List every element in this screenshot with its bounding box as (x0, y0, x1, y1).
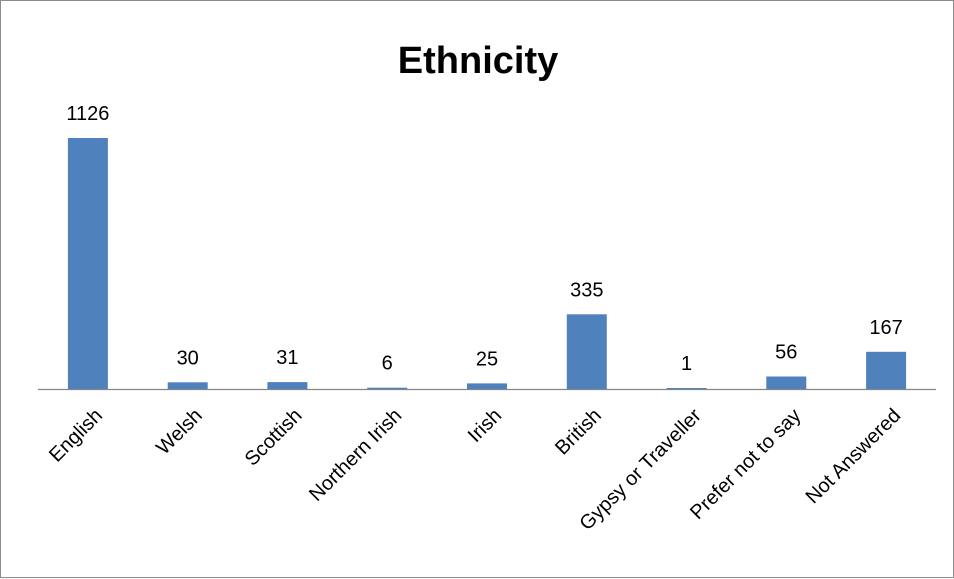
tick-label-scottish: Scottish (241, 405, 307, 471)
tick-label-welsh: Welsh (152, 405, 207, 460)
tick-label-prefer-not-to-say: Prefer not to say (686, 405, 805, 524)
bar-english (67, 138, 108, 389)
bar-prefer-not-to-say (766, 376, 807, 389)
data-label-prefer-not-to-say: 56 (775, 342, 797, 364)
bar-irish (467, 383, 507, 389)
bar-northern-irish (367, 387, 408, 389)
tick-label-northern-irish: Northern Irish (305, 405, 406, 506)
chart-title: Ethnicity (397, 40, 559, 82)
data-label-northern-irish: 6 (382, 353, 393, 375)
tick-label-english: English (45, 405, 107, 467)
tick-label-british: British (551, 405, 606, 460)
data-label-not-answered: 167 (869, 317, 902, 339)
bar-scottish (267, 382, 308, 389)
tick-label-not-answered: Not Answered (802, 405, 906, 509)
data-label-welsh: 30 (177, 347, 199, 369)
data-label-irish: 25 (476, 348, 498, 370)
data-label-gypsy-or-traveller: 1 (681, 353, 692, 375)
bar-british (566, 314, 607, 389)
bar-gypsy-or-traveller (666, 388, 707, 389)
tick-label-irish: Irish (464, 405, 506, 447)
data-label-british: 335 (570, 279, 603, 301)
data-label-scottish: 31 (276, 347, 298, 369)
bar-welsh (167, 382, 208, 389)
data-label-english: 1126 (66, 103, 109, 125)
bar-not-answered (866, 351, 907, 389)
